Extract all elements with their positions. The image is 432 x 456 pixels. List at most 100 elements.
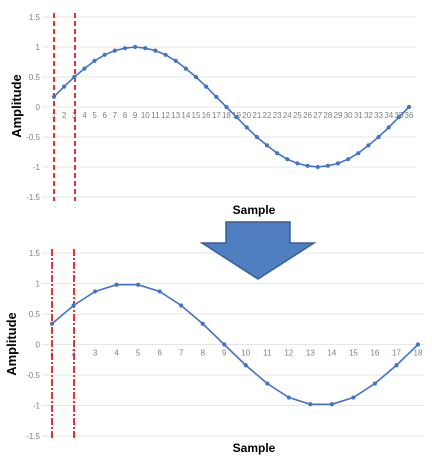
x-tick-label: 17 — [392, 349, 401, 358]
x-tick-label: 24 — [283, 111, 292, 120]
y-tick-label: -1 — [33, 163, 41, 172]
x-tick-label: 6 — [102, 111, 107, 120]
x-tick-label: 11 — [151, 111, 160, 120]
data-point — [173, 58, 178, 63]
down-arrow-icon — [199, 221, 317, 280]
y-tick-label: 0.5 — [29, 310, 41, 319]
data-point — [415, 342, 421, 347]
data-point — [102, 52, 107, 57]
data-point — [325, 163, 330, 168]
data-point — [335, 161, 341, 166]
x-tick-label: 7 — [113, 111, 118, 120]
x-tick-label: 1 — [52, 111, 57, 120]
data-point — [351, 395, 356, 400]
x-tick-label: 27 — [313, 111, 322, 120]
x-axis-label: Sample — [233, 441, 276, 455]
x-tick-label: 12 — [284, 349, 293, 358]
x-tick-label: 33 — [374, 111, 383, 120]
data-point — [163, 52, 168, 57]
data-point — [376, 134, 381, 140]
x-tick-label: 5 — [92, 111, 97, 120]
data-point — [153, 48, 158, 53]
data-point — [214, 94, 219, 99]
data-point — [394, 363, 399, 368]
x-tick-label: 23 — [273, 111, 282, 120]
x-tick-label: 13 — [171, 111, 180, 120]
x-tick-label: 9 — [133, 111, 138, 120]
data-point — [329, 402, 334, 407]
x-tick-label: 18 — [414, 349, 423, 358]
data-point — [234, 115, 239, 120]
data-point — [122, 46, 128, 51]
data-point — [295, 161, 300, 166]
data-point — [71, 303, 76, 308]
x-tick-label: 9 — [222, 349, 227, 358]
data-point — [366, 143, 371, 148]
x-tick-label: 25 — [293, 111, 302, 120]
data-point — [386, 125, 391, 130]
x-tick-label: 29 — [334, 111, 343, 120]
data-point — [136, 282, 141, 287]
x-tick-label: 8 — [200, 349, 205, 358]
x-tick-label: 4 — [114, 349, 119, 358]
y-tick-label: -1.5 — [26, 432, 40, 441]
data-point — [275, 151, 280, 156]
x-tick-label: 15 — [192, 111, 201, 120]
x-tick-label: 31 — [354, 111, 363, 120]
data-point — [406, 104, 412, 110]
data-point — [82, 66, 87, 71]
data-point — [265, 381, 270, 386]
x-tick-label: 26 — [303, 111, 312, 120]
x-tick-label: 36 — [405, 111, 414, 120]
data-point — [133, 44, 138, 50]
chart-bottom: 1.510.50-0.5-1-1.51234567891011121314151… — [4, 249, 424, 455]
x-tick-label: 7 — [179, 349, 184, 358]
x-tick-label: 3 — [93, 349, 98, 358]
x-tick-label: 22 — [263, 111, 272, 120]
data-point — [92, 289, 98, 294]
x-tick-label: 14 — [181, 111, 190, 120]
chart-top: 1.510.50-0.5-1-1.51 2 3 4 5 6 7 8 9 10 11 12 13 14 15 1… — [9, 13, 416, 217]
y-tick-label: -1.5 — [26, 193, 40, 202]
data-point — [112, 48, 117, 53]
data-point — [62, 84, 67, 89]
x-tick-label: 17 — [212, 111, 221, 120]
data-point — [356, 151, 361, 156]
y-tick-label: -1 — [33, 402, 41, 411]
data-point — [193, 74, 199, 80]
data-point — [264, 143, 270, 148]
y-tick-label: -0.5 — [26, 371, 40, 380]
data-point — [308, 402, 313, 407]
data-point — [254, 134, 259, 140]
data-point — [286, 395, 291, 400]
data-point — [222, 342, 227, 347]
data-point — [179, 303, 184, 308]
x-tick-label: 8 — [123, 111, 128, 120]
data-point — [114, 282, 119, 287]
data-point — [204, 84, 209, 89]
data-point — [244, 125, 249, 130]
x-axis-label: Sample — [233, 203, 276, 217]
y-tick-label: 0 — [36, 103, 41, 112]
x-tick-label: 16 — [370, 349, 379, 358]
x-tick-label: 15 — [349, 349, 358, 358]
x-tick-label: 5 — [136, 349, 141, 358]
x-tick-label: 4 — [82, 111, 87, 120]
y-tick-label: 1 — [36, 280, 41, 289]
x-tick-label: 28 — [323, 111, 332, 120]
data-point — [51, 94, 57, 99]
x-tick-label: 18 — [222, 111, 231, 120]
x-tick-label: 2 — [62, 111, 67, 120]
data-point — [224, 104, 229, 110]
x-tick-label: 16 — [202, 111, 211, 120]
data-point — [372, 381, 378, 386]
data-point — [143, 46, 148, 51]
data-point — [72, 74, 77, 80]
y-tick-label: 1 — [36, 43, 41, 52]
y-axis-label: Amplitude — [9, 74, 24, 138]
x-tick-label: 34 — [384, 111, 393, 120]
data-point — [49, 321, 55, 326]
data-point — [92, 58, 97, 63]
x-tick-label: 3 — [72, 111, 77, 120]
